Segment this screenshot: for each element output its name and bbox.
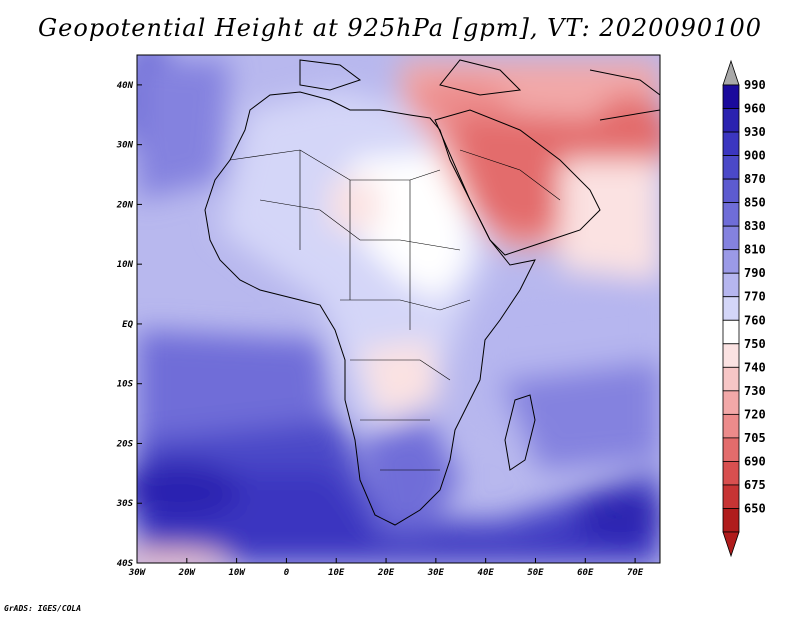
colorbar-label: 730: [744, 384, 766, 398]
colorbar-segment: [722, 461, 740, 486]
colorbar-segment: [722, 178, 740, 204]
colorbar-segment: [722, 249, 740, 274]
lat-tick-label: 10S: [117, 380, 134, 390]
colorbar-label: 900: [744, 149, 766, 163]
colorbar-segment: [722, 319, 740, 345]
lon-tick-label: 10W: [228, 568, 246, 578]
colorbar-label: 690: [744, 454, 766, 468]
lat-tick-label: 20N: [116, 200, 134, 210]
lon-tick-label: 70E: [627, 568, 644, 578]
lat-tick-label: 40N: [117, 81, 134, 91]
lat-tick-label: 20S: [116, 439, 134, 449]
colorbar-segment: [722, 202, 740, 227]
colorbar-label: 705: [744, 431, 766, 445]
colorbar-label: 720: [744, 407, 766, 421]
map-title: Geopotential Height at 925hPa [gpm], VT:…: [38, 14, 762, 42]
lat-tick-label: 40S: [117, 559, 134, 569]
coastlines: [204, 59, 660, 526]
colorbar-segment: [722, 84, 740, 109]
colorbar-bottom-arrow: [722, 531, 740, 558]
colorbar-label: 930: [744, 125, 766, 139]
colorbar-segment: [722, 131, 740, 156]
grads-credit: GrADS: IGES/COLA: [4, 604, 82, 613]
colorbar-label: 850: [744, 196, 766, 210]
colorbar: 990 960 930 900 870 850 830 810 790 770 760 750 740 7…: [722, 59, 766, 558]
colorbar-label: 790: [744, 266, 766, 280]
lat-tick-label: 30N: [116, 141, 134, 151]
colorbar-label: 770: [744, 290, 766, 304]
lon-tick-label: 60E: [577, 568, 594, 578]
colorbar-segment: [722, 225, 740, 251]
colorbar-segment: [722, 296, 740, 321]
colorbar-label: 830: [744, 219, 766, 233]
lon-tick-label: 0: [284, 568, 290, 578]
lon-tick-label: 10E: [328, 568, 345, 578]
country-borders: [229, 149, 561, 471]
colorbar-segment: [722, 108, 740, 133]
lon-tick-label: 40E: [478, 568, 495, 578]
colorbar-segment: [722, 272, 740, 298]
lon-tick-label: 50E: [527, 568, 544, 578]
colorbar-label: 990: [744, 78, 766, 92]
lat-tick-label: 30S: [116, 499, 134, 509]
lat-tick-label: 10N: [117, 260, 134, 270]
colorbar-segment: [722, 484, 740, 509]
colorbar-segment: [722, 366, 740, 392]
colorbar-label: 870: [744, 172, 766, 186]
lon-tick-label: 30W: [128, 568, 147, 578]
lat-tick-label: EQ: [122, 320, 133, 330]
lon-tick-label: 20W: [178, 568, 197, 578]
map-plot-area: 30W 20W 10W 0 10E 20E 30E 40E 50E 60E 70E 40N 30N 20N…: [116, 54, 661, 578]
colorbar-label: 675: [744, 478, 766, 492]
colorbar-label: 810: [744, 243, 766, 257]
lon-tick-label: 20E: [377, 568, 395, 578]
colorbar-segment: [722, 343, 740, 368]
lon-tick-label: 30E: [427, 568, 445, 578]
colorbar-label: 960: [744, 102, 766, 116]
colorbar-label: 740: [744, 360, 766, 374]
colorbar-label: 750: [744, 337, 766, 351]
colorbar-top-arrow: [722, 59, 740, 86]
colorbar-label: 760: [744, 313, 766, 327]
colorbar-segment: [722, 508, 740, 533]
colorbar-segment: [722, 390, 740, 415]
colorbar-label: 650: [744, 501, 766, 515]
colorbar-segment: [722, 155, 740, 180]
height-field: [137, 55, 660, 563]
colorbar-segment: [722, 437, 740, 462]
colorbar-segment: [722, 413, 740, 439]
